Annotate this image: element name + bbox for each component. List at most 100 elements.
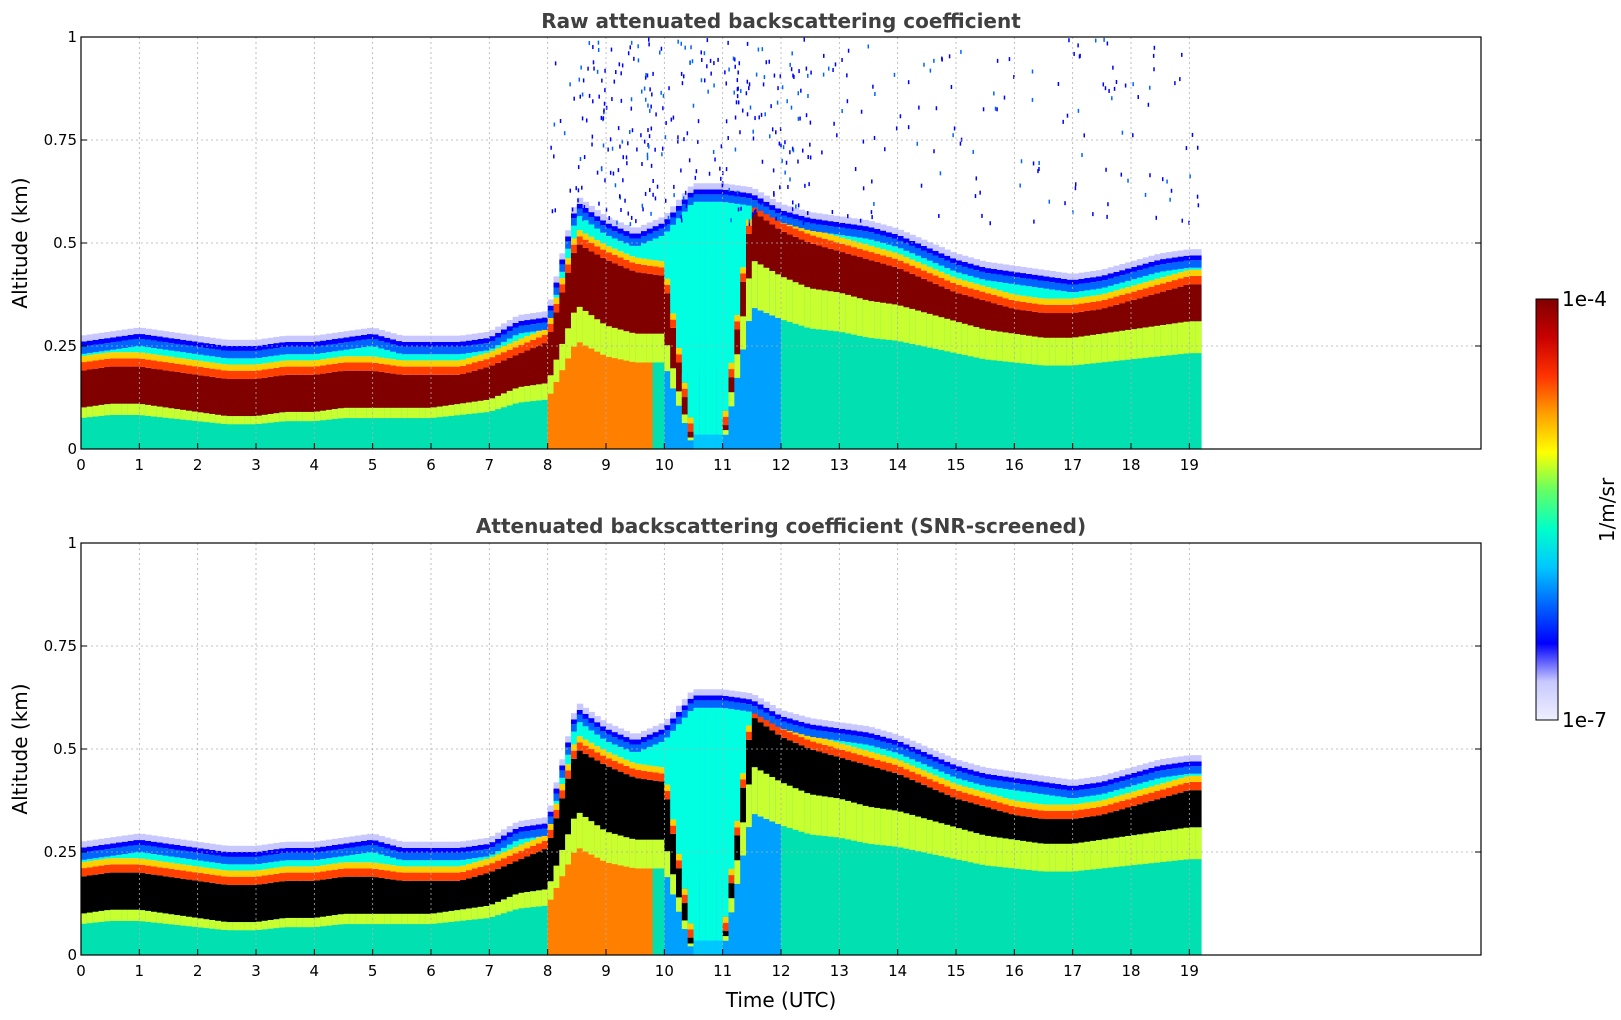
layer-edge-cell bbox=[1008, 283, 1015, 294]
layer-halo-cell bbox=[267, 843, 275, 850]
noise-speck bbox=[791, 146, 794, 151]
aerosol-cell bbox=[833, 292, 840, 332]
cloud-edge-cell bbox=[734, 321, 741, 330]
cloud-core-cell bbox=[296, 374, 304, 412]
cloud-core-cell bbox=[722, 931, 730, 937]
layer-halo-cell bbox=[938, 753, 945, 760]
layer-edge-cell bbox=[168, 856, 175, 863]
noise-speck bbox=[941, 57, 943, 62]
cloud-edge-cell bbox=[244, 876, 251, 885]
layer-edge-cell bbox=[1014, 783, 1021, 791]
layer-halo-cell bbox=[238, 845, 245, 852]
layer-halo-cell bbox=[1113, 771, 1120, 778]
layer-halo-cell bbox=[1020, 266, 1027, 274]
cloud-edge-cell bbox=[839, 243, 846, 253]
layer-halo-cell bbox=[425, 335, 432, 342]
layer-edge-cell bbox=[320, 345, 327, 354]
aerosol-cell bbox=[915, 816, 922, 852]
cloud-edge-cell bbox=[133, 858, 140, 865]
aerosol-cell bbox=[553, 865, 560, 888]
aerosol-cell bbox=[996, 331, 1004, 449]
layer-edge-cell bbox=[664, 224, 671, 232]
layer-edge-cell bbox=[232, 346, 240, 351]
layer-edge-cell bbox=[687, 703, 695, 712]
layer-edge-cell bbox=[693, 707, 700, 941]
layer-edge-cell bbox=[372, 346, 380, 357]
noise-speck bbox=[893, 72, 896, 77]
noise-speck bbox=[1137, 95, 1139, 100]
aerosol-cell bbox=[86, 912, 94, 924]
cloud-edge-cell bbox=[256, 364, 263, 371]
aerosol-cell bbox=[1136, 328, 1144, 359]
layer-edge-cell bbox=[868, 738, 875, 746]
aerosol-cell bbox=[81, 407, 88, 418]
layer-edge-cell bbox=[378, 854, 385, 864]
y-tick-label: 0 bbox=[67, 440, 77, 458]
layer-edge-cell bbox=[687, 711, 695, 924]
layer-halo-cell bbox=[547, 299, 555, 306]
cloud-edge-cell bbox=[331, 357, 339, 364]
aerosol-cell bbox=[868, 807, 875, 955]
layer-halo-cell bbox=[646, 728, 654, 735]
layer-edge-cell bbox=[425, 847, 432, 853]
layer-edge-cell bbox=[256, 357, 263, 365]
noise-speck bbox=[680, 215, 683, 220]
noise-speck bbox=[624, 198, 626, 203]
layer-halo-cell bbox=[1026, 773, 1033, 780]
cloud-core-cell bbox=[1113, 810, 1120, 838]
noise-speck bbox=[769, 134, 771, 139]
layer-edge-cell bbox=[827, 732, 835, 740]
aerosol-cell bbox=[226, 416, 234, 449]
cloud-core-cell bbox=[1072, 818, 1080, 844]
aerosol-cell bbox=[751, 261, 759, 449]
aerosol-cell bbox=[792, 282, 800, 324]
cloud-edge-cell bbox=[582, 745, 590, 754]
cloud-core-cell bbox=[886, 265, 893, 304]
layer-edge-cell bbox=[261, 349, 269, 358]
layer-edge-cell bbox=[413, 354, 420, 361]
cloud-edge-cell bbox=[553, 303, 560, 313]
layer-halo-cell bbox=[448, 335, 455, 342]
cloud-edge-cell bbox=[250, 876, 257, 885]
cloud-edge-cell bbox=[996, 290, 1004, 297]
cloud-edge-cell bbox=[1195, 269, 1202, 276]
aerosol-cell bbox=[670, 368, 677, 389]
cloud-edge-cell bbox=[938, 784, 945, 793]
noise-speck bbox=[680, 218, 683, 223]
noise-speck bbox=[706, 38, 709, 43]
noise-speck bbox=[665, 121, 667, 126]
layer-edge-cell bbox=[897, 746, 905, 755]
layer-edge-cell bbox=[600, 726, 607, 732]
aerosol-cell bbox=[629, 838, 636, 868]
cloud-edge-cell bbox=[232, 364, 240, 371]
aerosol-cell bbox=[221, 921, 228, 930]
cloud-edge-cell bbox=[203, 361, 210, 368]
layer-edge-cell bbox=[967, 263, 975, 269]
noise-speck bbox=[775, 130, 777, 135]
layer-edge-cell bbox=[524, 830, 531, 839]
x-tick-label: 9 bbox=[601, 456, 611, 474]
aerosol-cell bbox=[676, 882, 683, 955]
layer-edge-cell bbox=[874, 734, 881, 740]
layer-halo-cell bbox=[98, 332, 105, 339]
cloud-edge-cell bbox=[413, 360, 420, 367]
layer-edge-cell bbox=[372, 845, 380, 853]
cloud-core-cell bbox=[361, 876, 368, 914]
cloud-core-cell bbox=[652, 274, 660, 334]
layer-edge-cell bbox=[151, 335, 158, 341]
noise-speck bbox=[582, 217, 584, 222]
layer-edge-cell bbox=[331, 338, 339, 344]
layer-edge-cell bbox=[1020, 285, 1027, 296]
cloud-edge-cell bbox=[477, 866, 485, 876]
aerosol-cell bbox=[296, 917, 304, 928]
cloud-edge-cell bbox=[1107, 292, 1115, 299]
layer-edge-cell bbox=[337, 350, 345, 357]
layer-edge-cell bbox=[664, 725, 671, 731]
aerosol-cell bbox=[681, 414, 689, 424]
aerosol-cell bbox=[314, 411, 321, 449]
aerosol-cell bbox=[676, 897, 683, 912]
cloud-core-cell bbox=[279, 881, 286, 919]
cloud-edge-cell bbox=[658, 773, 665, 782]
layer-edge-cell bbox=[670, 212, 677, 218]
cloud-edge-cell bbox=[139, 358, 146, 368]
